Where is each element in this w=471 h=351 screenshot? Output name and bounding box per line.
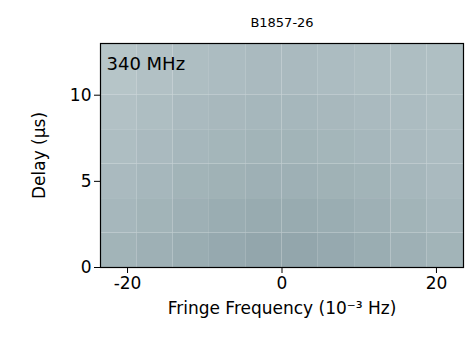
svg-text:0: 0 [277, 273, 288, 293]
svg-text:10: 10 [70, 85, 92, 105]
svg-text:-20: -20 [114, 273, 142, 293]
svg-text:5: 5 [81, 171, 92, 191]
svg-text:340 MHz: 340 MHz [107, 53, 186, 74]
svg-text:20: 20 [426, 273, 448, 293]
svg-text:Fringe Frequency (10⁻³ Hz): Fringe Frequency (10⁻³ Hz) [168, 298, 397, 318]
svg-text:B1857-26: B1857-26 [250, 15, 313, 30]
svg-text:0: 0 [81, 257, 92, 277]
svg-text:Delay (μs): Delay (μs) [29, 112, 49, 199]
